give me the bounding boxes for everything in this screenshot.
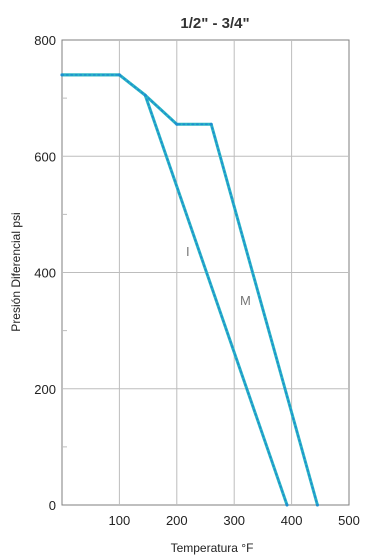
tick-labels: 100 200 300 400 500 0 200 400 600 800	[34, 33, 360, 528]
x-tick-label: 400	[281, 513, 303, 528]
data-point	[117, 73, 121, 77]
series-dots-m	[61, 74, 319, 506]
data-point	[315, 503, 319, 507]
x-tick-label: 300	[223, 513, 245, 528]
data-point	[60, 73, 64, 77]
series-line-i	[60, 73, 289, 507]
chart-title: 1/2" - 3/4"	[180, 15, 249, 32]
grid	[62, 40, 349, 505]
series-lines	[60, 73, 319, 507]
data-point	[143, 93, 147, 97]
x-tick-label: 200	[166, 513, 188, 528]
data-point	[175, 122, 179, 126]
series-line-m	[60, 73, 319, 507]
y-tick-label: 400	[34, 266, 56, 281]
y-axis-label: Presión Diferencial psi	[9, 212, 23, 331]
data-point	[285, 503, 289, 507]
series-label-m: M	[240, 293, 251, 308]
data-point	[209, 122, 213, 126]
y-tick-label: 200	[34, 382, 56, 397]
x-axis-label: Temperatura °F	[171, 541, 254, 555]
series-dots-i	[61, 74, 288, 506]
y-tick-label: 0	[49, 498, 56, 513]
x-tick-label: 100	[109, 513, 131, 528]
series-label-i: I	[186, 244, 190, 259]
x-tick-label: 500	[338, 513, 360, 528]
y-tick-label: 600	[34, 149, 56, 164]
y-tick-label: 800	[34, 33, 56, 48]
